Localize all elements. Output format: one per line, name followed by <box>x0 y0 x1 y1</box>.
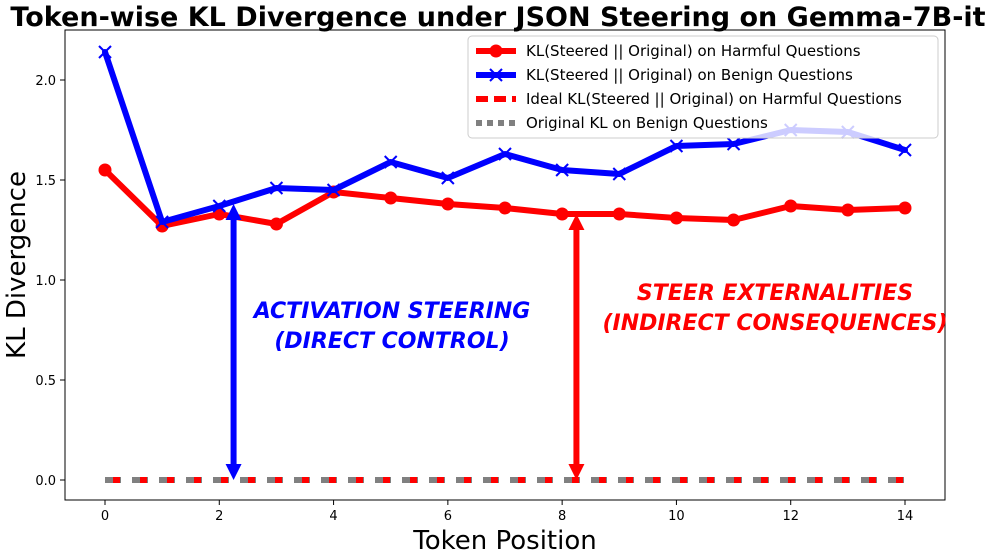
y-tick-label: 1.0 <box>35 274 56 289</box>
harmful-point <box>898 201 912 215</box>
annotation-text-activation-steering: (DIRECT CONTROL) <box>274 329 509 354</box>
benign-point-stroke <box>726 137 741 151</box>
benign-point-stroke <box>98 45 112 59</box>
y-tick-label: 0.5 <box>35 374 56 389</box>
arrow-head-down <box>568 464 585 480</box>
harmful-point <box>555 207 569 221</box>
legend-box <box>467 35 939 139</box>
legend-label: KL(Steered || Original) on Harmful Quest… <box>526 42 861 60</box>
x-tick-label: 4 <box>329 509 337 524</box>
harmful-point <box>727 213 741 227</box>
legend-entry: Original KL on Benign Questions <box>476 114 768 132</box>
annotation-arrow-steer-externalities <box>568 214 585 480</box>
legend-label: Original KL on Benign Questions <box>526 114 768 132</box>
benign-point-stroke <box>212 199 226 213</box>
x-tick-label: 2 <box>215 509 223 524</box>
benign-point-stroke <box>498 147 512 161</box>
annotation-text-steer-externalities: STEER EXTERNALITIES <box>637 281 913 306</box>
x-axis-label: Token Position <box>412 526 596 552</box>
x-tick-label: 0 <box>101 509 109 524</box>
benign-point <box>898 143 912 157</box>
harmful-point <box>669 211 683 225</box>
benign-point <box>555 163 569 177</box>
benign-point-stroke <box>898 143 912 157</box>
benign-point <box>326 183 341 197</box>
arrow-head-up <box>225 204 242 220</box>
x-tick-label: 6 <box>444 509 452 524</box>
y-tick-label: 2.0 <box>35 74 56 89</box>
harmful-point <box>212 207 226 221</box>
legend: KL(Steered || Original) on Harmful Quest… <box>467 35 939 139</box>
benign-point-stroke <box>441 171 455 185</box>
legend-entry: KL(Steered || Original) on Benign Questi… <box>476 66 853 84</box>
benign-point-stroke <box>612 167 626 181</box>
plot-frame <box>64 29 946 501</box>
benign-point <box>212 199 226 213</box>
benign-point <box>612 167 626 181</box>
y-axis: 0.0 0.5 1.0 1.5 2.0 <box>35 74 65 489</box>
x-tick-label: 14 <box>897 509 914 524</box>
legend-swatch-marker <box>489 68 503 82</box>
harmful-point <box>384 191 398 205</box>
legend-label: Ideal KL(Steered || Original) on Harmful… <box>526 90 902 108</box>
y-axis-label: KL Divergence <box>2 171 32 359</box>
harmful-point <box>441 197 455 211</box>
harmful-point <box>784 199 798 213</box>
benign-point <box>441 171 455 185</box>
x-axis: 0 2 4 6 8 10 12 14 <box>101 500 913 524</box>
benign-point-stroke <box>155 215 169 229</box>
benign-point-stroke <box>555 163 569 177</box>
harmful-point <box>612 207 626 221</box>
y-tick-label: 0.0 <box>35 474 56 489</box>
benign-point-stroke <box>269 181 284 195</box>
x-tick-label: 8 <box>558 509 566 524</box>
arrow-head-up <box>568 214 585 230</box>
benign-point-stroke <box>384 155 398 169</box>
harmful-point <box>498 201 512 215</box>
legend-label: KL(Steered || Original) on Benign Questi… <box>526 66 853 84</box>
benign-point <box>384 155 398 169</box>
x-tick-label: 10 <box>668 509 685 524</box>
benign-point <box>726 137 741 151</box>
benign-point-stroke <box>669 139 684 153</box>
legend-swatch-marker <box>489 44 503 58</box>
y-tick-label: 1.5 <box>35 174 56 189</box>
arrow-head-down <box>225 464 242 480</box>
annotation-text-steer-externalities: (INDIRECT CONSEQUENCES) <box>602 311 947 336</box>
annotation-text-activation-steering: ACTIVATION STEERING <box>252 299 531 324</box>
annotations: ACTIVATION STEERING (DIRECT CONTROL) STEER… <box>225 204 948 480</box>
harmful-point <box>269 217 283 231</box>
benign-point <box>269 181 284 195</box>
harmful-point <box>841 203 855 217</box>
benign-point-stroke <box>326 183 341 197</box>
x-tick-label: 12 <box>782 509 799 524</box>
harmful-point <box>98 163 112 177</box>
benign-point <box>155 215 169 229</box>
legend-entry: KL(Steered || Original) on Harmful Quest… <box>476 42 861 60</box>
benign-point <box>98 45 112 59</box>
legend-entry: Ideal KL(Steered || Original) on Harmful… <box>476 90 902 108</box>
annotation-arrow-activation-steering <box>225 204 242 480</box>
benign-point <box>498 147 512 161</box>
chart-title: Token-wise KL Divergence under JSON Stee… <box>10 2 985 33</box>
benign-point <box>669 139 684 153</box>
